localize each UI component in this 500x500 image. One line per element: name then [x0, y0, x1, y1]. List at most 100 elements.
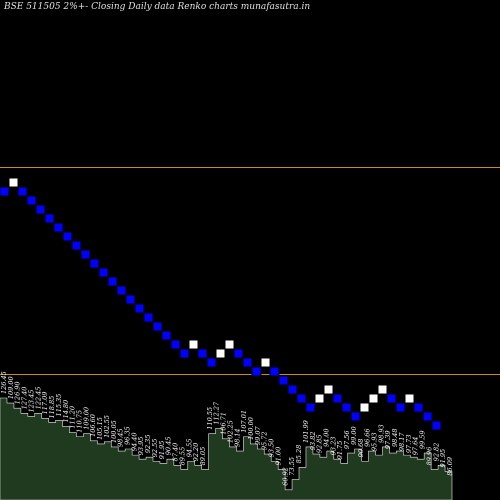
- renko-brick-20: [179, 348, 190, 359]
- volume-label-30: 110.55: [206, 407, 214, 430]
- volume-label-23: 91.95: [158, 441, 166, 460]
- volume-labels: 126.45109.00126.90127.40123.45122.45117.…: [0, 371, 454, 486]
- volume-label-57: 98.48: [391, 428, 399, 447]
- volume-label-7: 118.85: [48, 396, 56, 419]
- volume-label-59: 97.73: [405, 435, 413, 454]
- volume-label-28: 92.20: [192, 443, 200, 462]
- renko-brick-2: [17, 186, 28, 197]
- reference-lines: [0, 167, 500, 375]
- volume-label-49: 91.75: [336, 441, 344, 460]
- volume-label-9: 114.80: [62, 400, 70, 423]
- volume-label-5: 122.45: [34, 387, 42, 410]
- renko-brick-19: [170, 339, 181, 350]
- volume-label-33: 102.25: [226, 420, 234, 443]
- volume-label-14: 105.15: [96, 417, 104, 440]
- volume-label-8: 115.35: [55, 394, 63, 417]
- renko-brick-37: [332, 393, 343, 404]
- volume-label-63: 92.82: [432, 443, 440, 462]
- renko-brick-4: [35, 204, 46, 215]
- renko-brick-6: [53, 222, 64, 233]
- volume-label-12: 109.00: [82, 407, 90, 430]
- renko-brick-40: [359, 402, 370, 413]
- chart-title: BSE 511505 2%+- Closing Daily data Renko…: [4, 2, 311, 12]
- volume-label-62: 89.96: [425, 447, 433, 466]
- volume-label-32: 106.71: [220, 412, 228, 435]
- renko-brick-32: [287, 384, 298, 395]
- volume-label-48: 93.23: [329, 437, 337, 456]
- volume-label-61: 99.59: [419, 430, 427, 449]
- renko-brick-41: [368, 393, 379, 404]
- volume-label-55: 98.93: [377, 424, 385, 443]
- volume-label-6: 117.09: [41, 392, 49, 415]
- volume-label-2: 126.90: [14, 381, 22, 404]
- volume-label-64: 91.95: [439, 449, 447, 468]
- renko-brick-47: [422, 411, 433, 422]
- renko-brick-12: [107, 276, 118, 287]
- volume-label-10: 111.20: [69, 406, 77, 429]
- renko-brick-7: [62, 231, 73, 242]
- volume-label-18: 96.35: [124, 426, 132, 445]
- renko-brick-45: [404, 393, 415, 404]
- volume-label-20: 93.95: [137, 437, 145, 456]
- volume-label-26: 89.55: [178, 447, 186, 466]
- renko-brick-5: [44, 213, 55, 224]
- volume-label-0: 126.45: [0, 371, 8, 394]
- volume-label-39: 93.50: [268, 439, 276, 458]
- renko-brick-21: [188, 339, 199, 350]
- volume-area: [0, 397, 453, 500]
- renko-brick-35: [314, 393, 325, 404]
- volume-label-53: 96.66: [364, 428, 372, 447]
- renko-brick-11: [98, 267, 109, 278]
- renko-brick-10: [89, 258, 100, 269]
- renko-bricks: [0, 177, 442, 431]
- renko-brick-39: [350, 411, 361, 422]
- volume-label-37: 99.07: [254, 426, 262, 445]
- volume-label-56: 97.39: [384, 430, 392, 449]
- renko-brick-44: [395, 402, 406, 413]
- volume-label-46: 92.85: [316, 435, 324, 454]
- renko-brick-48: [431, 420, 442, 431]
- volume-area-path: [0, 397, 453, 500]
- renko-brick-26: [233, 348, 244, 359]
- renko-brick-43: [386, 393, 397, 404]
- renko-brick-33: [296, 393, 307, 404]
- volume-label-24: 90.45: [165, 437, 173, 456]
- volume-label-1: 109.00: [7, 376, 15, 399]
- volume-label-65: 86.09: [446, 457, 454, 476]
- volume-label-27: 94.55: [185, 439, 193, 458]
- volume-label-42: 73.55: [288, 457, 296, 476]
- renko-brick-9: [80, 249, 91, 260]
- renko-brick-31: [278, 375, 289, 386]
- volume-label-22: 92.55: [151, 439, 159, 458]
- volume-label-58: 98.17: [398, 432, 406, 451]
- renko-brick-17: [152, 321, 163, 332]
- volume-label-15: 102.55: [103, 415, 111, 438]
- volume-label-19: 94.40: [130, 433, 138, 452]
- volume-label-40: 91.00: [274, 447, 282, 466]
- volume-label-4: 123.45: [27, 390, 35, 413]
- volume-label-35: 107.01: [240, 410, 248, 433]
- renko-brick-30: [269, 366, 280, 377]
- renko-brick-22: [197, 348, 208, 359]
- renko-brick-23: [206, 357, 217, 368]
- renko-brick-3: [26, 195, 37, 206]
- volume-label-16: 100.05: [110, 420, 118, 443]
- volume-label-36: 100.00: [247, 417, 255, 440]
- volume-label-34: 98.14: [233, 428, 241, 447]
- renko-brick-15: [134, 303, 145, 314]
- renko-brick-8: [71, 240, 82, 251]
- volume-label-44: 101.99: [302, 420, 310, 443]
- volume-label-13: 106.60: [89, 414, 97, 437]
- volume-label-21: 92.35: [144, 435, 152, 454]
- renko-brick-25: [224, 339, 235, 350]
- volume-label-31: 112.27: [213, 401, 221, 425]
- volume-label-17: 98.45: [117, 428, 125, 447]
- renko-brick-38: [341, 402, 352, 413]
- volume-label-3: 127.40: [21, 387, 29, 410]
- renko-brick-28: [251, 366, 262, 377]
- volume-label-38: 95.72: [261, 431, 269, 450]
- renko-brick-42: [377, 384, 388, 395]
- volume-label-52: 90.68: [357, 439, 365, 458]
- renko-brick-18: [161, 330, 172, 341]
- renko-brick-1: [8, 177, 19, 188]
